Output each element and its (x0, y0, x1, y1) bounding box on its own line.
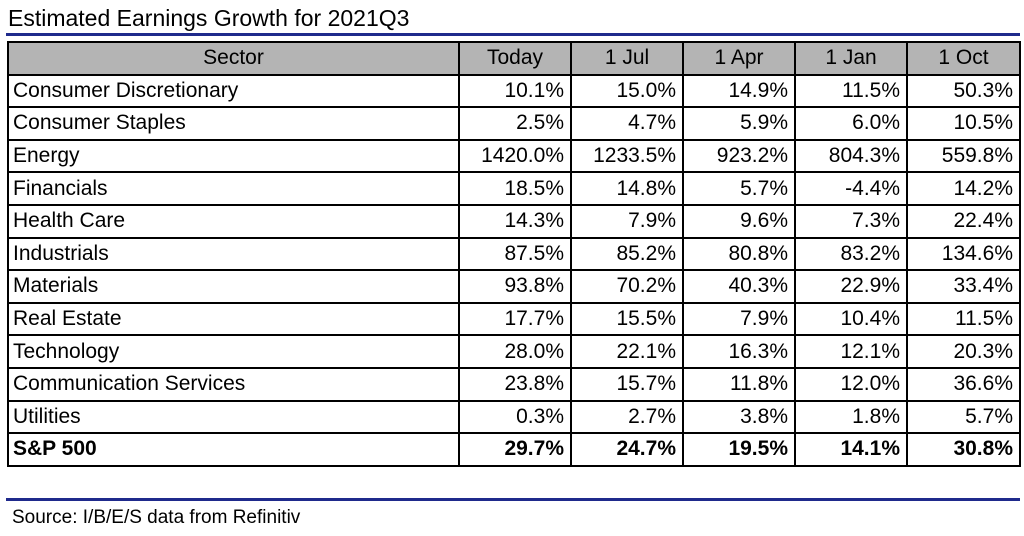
value-cell-1-apr: 14.9% (682, 73, 796, 109)
value-cell-1-oct: 5.7% (906, 399, 1021, 435)
value-cell-today: 28.0% (458, 334, 572, 369)
sector-name-cell: Communication Services (7, 366, 460, 402)
table-row: Real Estate 17.7% 15.5% 7.9% 10.4% 11.5% (7, 301, 1021, 337)
value-cell-1-apr: 80.8% (682, 236, 796, 272)
value-cell-1-oct: 11.5% (906, 301, 1021, 337)
table-row: Materials 93.8% 70.2% 40.3% 22.9% 33.4% (7, 269, 1021, 304)
value-cell-1-apr: 7.9% (682, 301, 796, 337)
table-title: Estimated Earnings Growth for 2021Q3 (8, 5, 410, 31)
earnings-growth-table: Sector Today 1 Jul 1 Apr 1 Jan 1 Oct Con… (7, 41, 1021, 467)
value-cell-1-jul: 15.7% (570, 366, 684, 402)
value-cell-1-oct: 10.5% (906, 106, 1021, 141)
value-cell-1-jan: 22.9% (794, 269, 908, 304)
table-body: Consumer Discretionary 10.1% 15.0% 14.9% 11.… (7, 73, 1021, 467)
value-cell-1-jan: 83.2% (794, 236, 908, 272)
value-cell-1-jan: -4.4% (794, 171, 908, 206)
value-cell-1-jul: 24.7% (570, 432, 684, 467)
value-cell-today: 23.8% (458, 366, 572, 402)
value-cell-1-jul: 15.0% (570, 73, 684, 109)
sector-name-cell: S&P 500 (7, 432, 460, 467)
value-cell-today: 18.5% (458, 171, 572, 206)
sector-name-cell: Technology (7, 334, 460, 369)
value-cell-1-jan: 804.3% (794, 138, 908, 174)
sector-name-cell: Materials (7, 269, 460, 304)
value-cell-1-jul: 70.2% (570, 269, 684, 304)
value-cell-today: 93.8% (458, 269, 572, 304)
value-cell-1-apr: 3.8% (682, 399, 796, 435)
value-cell-1-jul: 2.7% (570, 399, 684, 435)
value-cell-1-apr: 11.8% (682, 366, 796, 402)
top-rule (6, 33, 1020, 36)
value-cell-1-jan: 12.0% (794, 366, 908, 402)
value-cell-1-jan: 12.1% (794, 334, 908, 369)
value-cell-today: 10.1% (458, 73, 572, 109)
value-cell-today: 14.3% (458, 203, 572, 239)
table-row: Energy 1420.0% 1233.5% 923.2% 804.3% 559.8% (7, 138, 1021, 174)
column-header-1-jan: 1 Jan (794, 41, 908, 76)
value-cell-1-oct: 20.3% (906, 334, 1021, 369)
value-cell-1-jan: 6.0% (794, 106, 908, 141)
value-cell-1-oct: 30.8% (906, 432, 1021, 467)
value-cell-1-oct: 33.4% (906, 269, 1021, 304)
value-cell-1-jan: 14.1% (794, 432, 908, 467)
value-cell-1-apr: 9.6% (682, 203, 796, 239)
header-row: Sector Today 1 Jul 1 Apr 1 Jan 1 Oct (7, 41, 1021, 76)
table-row: Technology 28.0% 22.1% 16.3% 12.1% 20.3% (7, 334, 1021, 369)
value-cell-1-jan: 10.4% (794, 301, 908, 337)
value-cell-1-oct: 36.6% (906, 366, 1021, 402)
sector-name-cell: Consumer Discretionary (7, 73, 460, 109)
bottom-rule (6, 498, 1020, 501)
value-cell-today: 2.5% (458, 106, 572, 141)
table-row: Consumer Staples 2.5% 4.7% 5.9% 6.0% 10.5% (7, 106, 1021, 141)
column-header-1-oct: 1 Oct (906, 41, 1021, 76)
table-row: Health Care 14.3% 7.9% 9.6% 7.3% 22.4% (7, 203, 1021, 239)
table-row: Communication Services 23.8% 15.7% 11.8% 12.… (7, 366, 1021, 402)
value-cell-today: 1420.0% (458, 138, 572, 174)
value-cell-1-jul: 4.7% (570, 106, 684, 141)
table-row: Industrials 87.5% 85.2% 80.8% 83.2% 134.6% (7, 236, 1021, 272)
value-cell-1-oct: 559.8% (906, 138, 1021, 174)
value-cell-1-oct: 50.3% (906, 73, 1021, 109)
value-cell-1-oct: 22.4% (906, 203, 1021, 239)
table-row: Utilities 0.3% 2.7% 3.8% 1.8% 5.7% (7, 399, 1021, 435)
value-cell-1-oct: 134.6% (906, 236, 1021, 272)
sector-name-cell: Utilities (7, 399, 460, 435)
value-cell-today: 0.3% (458, 399, 572, 435)
value-cell-1-jul: 14.8% (570, 171, 684, 206)
value-cell-1-jan: 11.5% (794, 73, 908, 109)
value-cell-1-jul: 22.1% (570, 334, 684, 369)
sector-name-cell: Financials (7, 171, 460, 206)
value-cell-1-apr: 923.2% (682, 138, 796, 174)
value-cell-1-apr: 19.5% (682, 432, 796, 467)
total-row: S&P 500 29.7% 24.7% 19.5% 14.1% 30.8% (7, 432, 1021, 467)
sector-name-cell: Consumer Staples (7, 106, 460, 141)
value-cell-1-apr: 5.9% (682, 106, 796, 141)
column-header-1-apr: 1 Apr (682, 41, 796, 76)
value-cell-1-jan: 1.8% (794, 399, 908, 435)
sector-name-cell: Industrials (7, 236, 460, 272)
value-cell-1-apr: 5.7% (682, 171, 796, 206)
table-row: Consumer Discretionary 10.1% 15.0% 14.9% 11.… (7, 73, 1021, 109)
value-cell-1-jan: 7.3% (794, 203, 908, 239)
column-header-1-jul: 1 Jul (570, 41, 684, 76)
value-cell-1-jul: 7.9% (570, 203, 684, 239)
value-cell-today: 87.5% (458, 236, 572, 272)
value-cell-1-apr: 16.3% (682, 334, 796, 369)
sector-name-cell: Health Care (7, 203, 460, 239)
sector-name-cell: Energy (7, 138, 460, 174)
source-note: Source: I/B/E/S data from Refinitiv (12, 507, 301, 528)
value-cell-1-apr: 40.3% (682, 269, 796, 304)
column-header-sector: Sector (7, 41, 460, 76)
column-header-today: Today (458, 41, 572, 76)
value-cell-1-jul: 1233.5% (570, 138, 684, 174)
value-cell-1-jul: 85.2% (570, 236, 684, 272)
table-row: Financials 18.5% 14.8% 5.7% -4.4% 14.2% (7, 171, 1021, 206)
value-cell-1-oct: 14.2% (906, 171, 1021, 206)
sector-name-cell: Real Estate (7, 301, 460, 337)
value-cell-today: 29.7% (458, 432, 572, 467)
value-cell-1-jul: 15.5% (570, 301, 684, 337)
value-cell-today: 17.7% (458, 301, 572, 337)
